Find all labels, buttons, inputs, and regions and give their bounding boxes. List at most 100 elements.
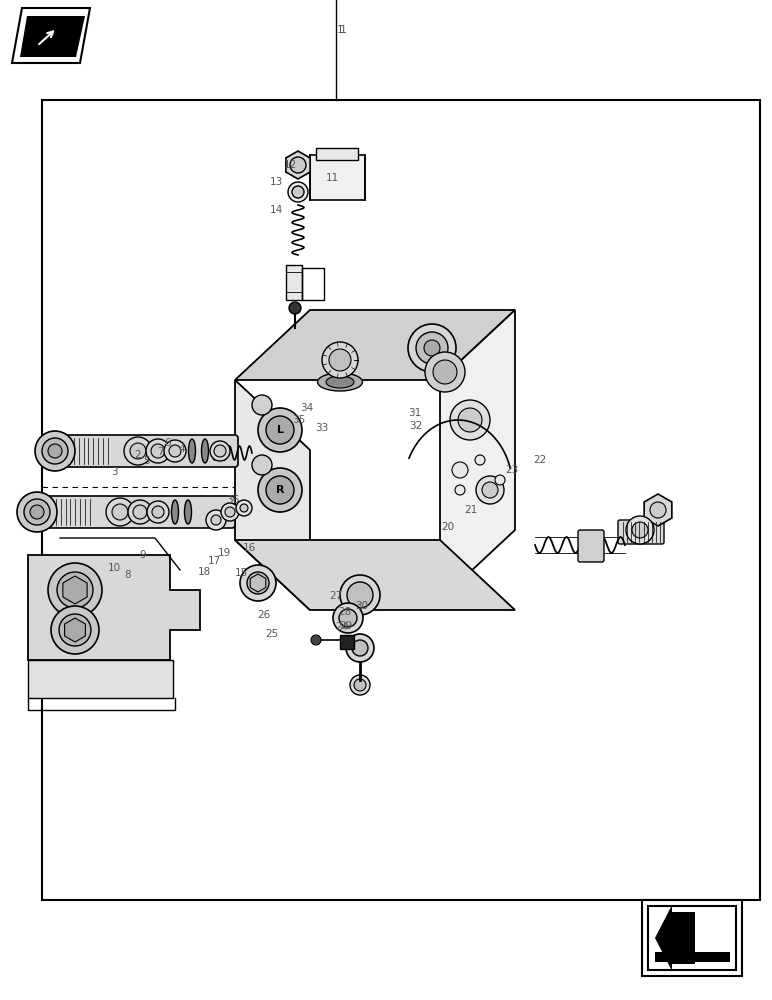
Circle shape xyxy=(340,575,380,615)
Bar xyxy=(316,148,358,160)
Text: 22: 22 xyxy=(533,455,547,465)
Circle shape xyxy=(258,408,302,452)
Text: 30: 30 xyxy=(355,601,368,611)
Text: 34: 34 xyxy=(300,403,313,413)
Circle shape xyxy=(247,572,269,594)
Bar xyxy=(642,900,742,976)
Circle shape xyxy=(130,443,146,459)
Circle shape xyxy=(632,522,648,538)
Circle shape xyxy=(124,437,152,465)
Circle shape xyxy=(147,501,169,523)
FancyBboxPatch shape xyxy=(57,435,238,467)
Circle shape xyxy=(112,504,128,520)
Circle shape xyxy=(475,455,485,465)
Circle shape xyxy=(225,507,235,517)
Ellipse shape xyxy=(201,439,208,463)
Circle shape xyxy=(292,186,304,198)
Text: 25: 25 xyxy=(266,629,279,639)
Circle shape xyxy=(311,635,321,645)
Polygon shape xyxy=(235,380,310,610)
Circle shape xyxy=(266,416,294,444)
Circle shape xyxy=(352,640,368,656)
Circle shape xyxy=(482,482,498,498)
Text: 7: 7 xyxy=(157,447,164,457)
Text: 5: 5 xyxy=(144,456,151,466)
Text: 11: 11 xyxy=(325,173,339,183)
Circle shape xyxy=(425,352,465,392)
Polygon shape xyxy=(235,540,515,610)
Circle shape xyxy=(288,182,308,202)
Polygon shape xyxy=(12,8,90,63)
Circle shape xyxy=(48,444,62,458)
Circle shape xyxy=(24,499,50,525)
Text: 16: 16 xyxy=(242,543,256,553)
Circle shape xyxy=(416,332,448,364)
Text: 1: 1 xyxy=(337,25,344,35)
Circle shape xyxy=(240,504,248,512)
Circle shape xyxy=(51,606,99,654)
Circle shape xyxy=(252,395,272,415)
Circle shape xyxy=(146,439,170,463)
Circle shape xyxy=(339,609,357,627)
Circle shape xyxy=(214,445,226,457)
Circle shape xyxy=(266,476,294,504)
Polygon shape xyxy=(20,16,85,57)
Circle shape xyxy=(17,492,57,532)
Circle shape xyxy=(211,515,221,525)
Text: 8: 8 xyxy=(125,570,131,580)
Ellipse shape xyxy=(171,500,178,524)
Bar xyxy=(310,155,365,200)
Circle shape xyxy=(458,408,482,432)
Circle shape xyxy=(347,582,373,608)
Circle shape xyxy=(290,157,306,173)
Text: 6: 6 xyxy=(164,438,171,448)
Circle shape xyxy=(152,506,164,518)
Circle shape xyxy=(106,498,134,526)
Circle shape xyxy=(59,614,91,646)
Bar xyxy=(286,265,302,300)
Text: 17: 17 xyxy=(208,556,221,566)
Circle shape xyxy=(322,342,358,378)
Text: 29: 29 xyxy=(340,621,353,631)
Circle shape xyxy=(650,502,666,518)
Text: 31: 31 xyxy=(408,408,422,418)
Circle shape xyxy=(258,468,302,512)
Text: R: R xyxy=(276,485,284,495)
Bar xyxy=(42,100,760,900)
Circle shape xyxy=(210,441,230,461)
Bar xyxy=(28,660,173,698)
Polygon shape xyxy=(28,555,200,660)
Circle shape xyxy=(424,340,440,356)
Circle shape xyxy=(450,400,490,440)
Ellipse shape xyxy=(188,439,195,463)
Text: 18: 18 xyxy=(198,567,211,577)
Circle shape xyxy=(48,563,102,617)
Text: 20: 20 xyxy=(442,522,455,532)
Text: 19: 19 xyxy=(218,548,231,558)
Ellipse shape xyxy=(326,376,354,388)
Polygon shape xyxy=(235,310,515,380)
Polygon shape xyxy=(286,151,310,179)
Polygon shape xyxy=(655,905,695,971)
Text: 24: 24 xyxy=(335,622,349,632)
Circle shape xyxy=(42,438,68,464)
Circle shape xyxy=(128,500,152,524)
Text: 1: 1 xyxy=(340,25,347,35)
Text: 27: 27 xyxy=(330,591,343,601)
Circle shape xyxy=(240,565,276,601)
Polygon shape xyxy=(63,576,87,604)
Text: 2: 2 xyxy=(134,450,141,460)
Text: 13: 13 xyxy=(269,177,283,187)
Circle shape xyxy=(206,510,226,530)
Text: 36: 36 xyxy=(226,495,239,505)
Text: 35: 35 xyxy=(293,415,306,425)
Polygon shape xyxy=(250,574,266,592)
Circle shape xyxy=(236,500,252,516)
Text: 28: 28 xyxy=(338,607,351,617)
Circle shape xyxy=(495,475,505,485)
Text: 14: 14 xyxy=(269,205,283,215)
Circle shape xyxy=(476,476,504,504)
Circle shape xyxy=(350,675,370,695)
Circle shape xyxy=(329,349,351,371)
Circle shape xyxy=(164,440,186,462)
